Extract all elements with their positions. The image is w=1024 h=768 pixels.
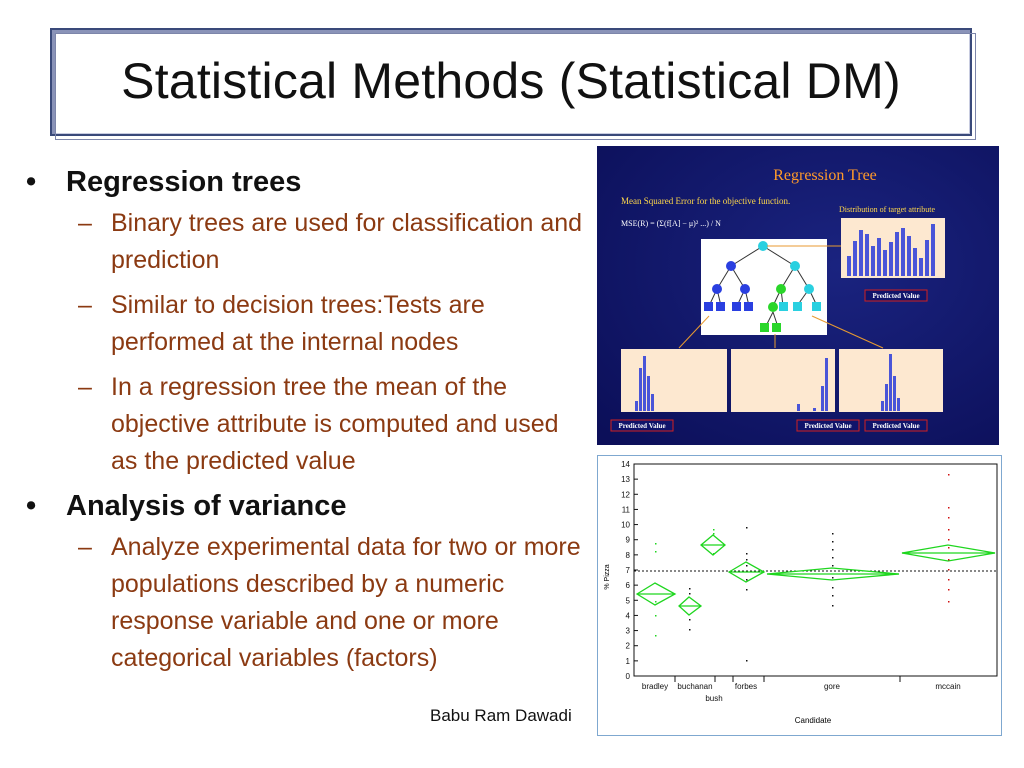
predicted-labels: Predicted Value Predicted Value Predicte… (610, 419, 928, 432)
connector-arrows (678, 245, 884, 349)
mccain-points (948, 474, 950, 603)
x-label-mccain: mccain (935, 682, 960, 691)
bullet-icon: • (26, 166, 37, 198)
tree-nodes (704, 241, 821, 332)
mean-diamonds (635, 534, 996, 616)
x-category-labels: bradley buchanan bush forbes gore mccain (642, 682, 961, 703)
black-points (689, 527, 834, 662)
green-points (655, 529, 715, 637)
dash-icon: – (78, 209, 92, 237)
sub-bullet: – Binary trees are used for classificatio… (26, 205, 586, 279)
y-tick-label: 4 (626, 611, 631, 620)
y-tick-label: 0 (626, 672, 631, 681)
sub-bullet-text: In a regression tree the mean of the obj… (111, 373, 559, 475)
dash-icon: – (78, 373, 92, 401)
y-tick-label: 5 (626, 596, 631, 605)
bullet-heading: Regression trees (66, 166, 302, 198)
target-histogram-bars (847, 224, 935, 276)
y-tick-label: 14 (621, 460, 630, 469)
bullet-analysis-of-variance: • Analysis of variance (26, 490, 586, 523)
y-tick-label: 10 (621, 521, 630, 530)
bullet-list: • Regression trees – Binary trees are used… (26, 166, 586, 685)
y-tick-label: 6 (626, 581, 631, 590)
title-box: Statistical Methods (Statistical DM) (50, 28, 976, 140)
bullet-regression-trees: • Regression trees (26, 166, 586, 199)
y-tick-label: 3 (626, 627, 631, 636)
regression-tree-title: Regression Tree (773, 167, 877, 184)
x-label-bush: bush (705, 694, 722, 703)
x-axis-label: Candidate (795, 716, 832, 725)
sub-bullet: – Similar to decision trees:Tests are per… (26, 287, 586, 361)
y-tick-label: 1 (626, 657, 631, 666)
x-label-bradley: bradley (642, 682, 668, 691)
sub-bullet-text: Analyze experimental data for two or mor… (111, 533, 581, 672)
y-tick-label: 2 (626, 642, 631, 651)
svg-text:Predicted Value: Predicted Value (618, 422, 665, 430)
leaf-histograms (621, 349, 943, 412)
bullet-heading: Analysis of variance (66, 490, 347, 522)
sub-bullet: – Analyze experimental data for two or mo… (26, 529, 586, 677)
bullet-icon: • (26, 490, 37, 522)
svg-text:Predicted Value: Predicted Value (804, 422, 851, 430)
dash-icon: – (78, 291, 92, 319)
svg-text:Predicted Value: Predicted Value (872, 422, 919, 430)
y-tick-label: 8 (626, 551, 631, 560)
predicted-label-top: Predicted Value (872, 292, 919, 300)
target-caption: Distribution of target attribute (839, 205, 936, 214)
mse-formula: MSE(R) = (Σ(f[A] − μ)² ...) / N (621, 219, 721, 228)
y-tick-label: 11 (622, 505, 631, 514)
y-axis-label: % Pizza (604, 564, 611, 589)
slide-title: Statistical Methods (Statistical DM) (121, 53, 901, 109)
y-tick-label: 12 (621, 490, 630, 499)
footer-author: Babu Ram Dawadi (430, 706, 572, 725)
x-label-gore: gore (824, 682, 841, 691)
y-tick-label: 13 (621, 475, 630, 484)
dash-icon: – (78, 533, 92, 561)
sub-bullet-text: Binary trees are used for classification… (111, 209, 583, 274)
y-tick-label: 9 (626, 536, 631, 545)
y-tick-label: 7 (626, 566, 631, 575)
x-label-buchanan: buchanan (677, 682, 712, 691)
mse-caption: Mean Squared Error for the objective fun… (621, 196, 790, 206)
sub-bullet: – In a regression tree the mean of the ob… (26, 369, 586, 480)
regression-tree-figure: Regression Tree Mean Squared Error for t… (597, 146, 999, 445)
x-category-dividers (674, 676, 901, 682)
x-label-forbes: forbes (735, 682, 757, 691)
sub-bullet-text: Similar to decision trees:Tests are perf… (111, 291, 485, 356)
